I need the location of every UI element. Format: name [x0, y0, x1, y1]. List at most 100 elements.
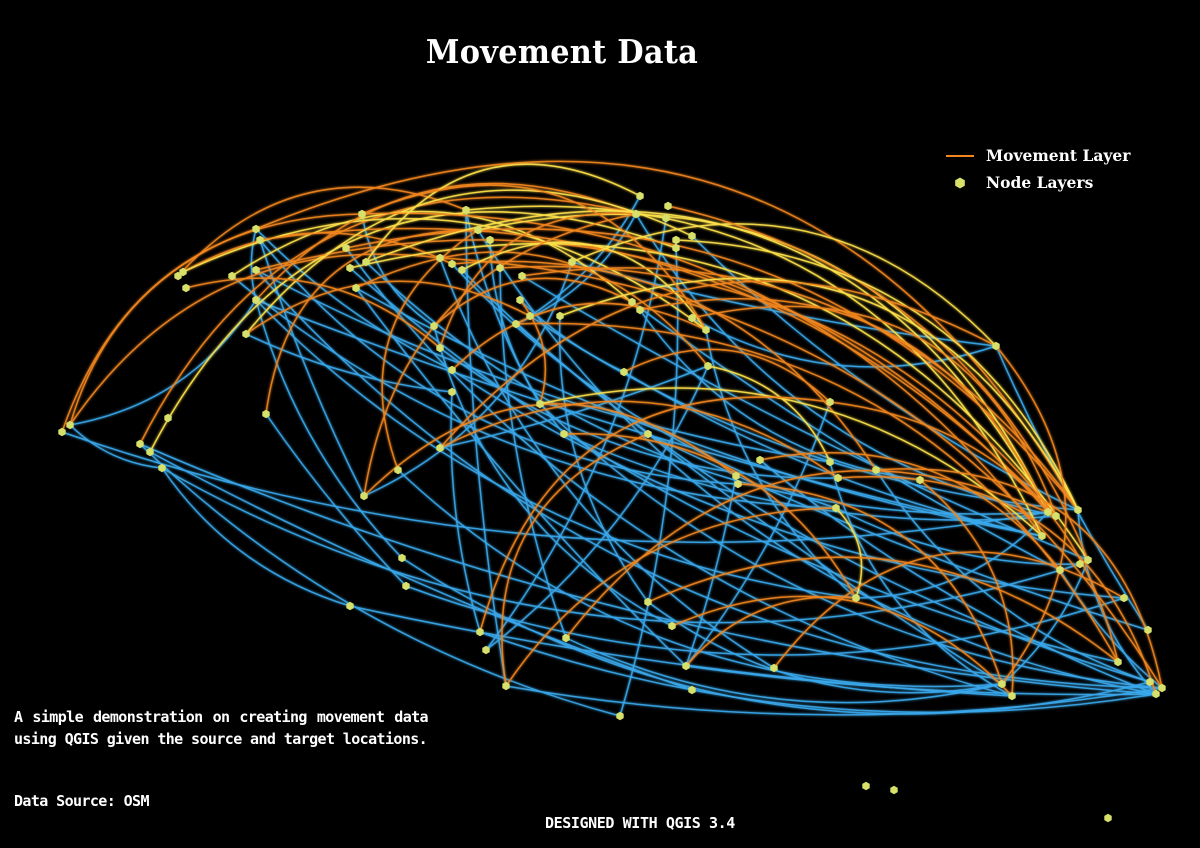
- node-point: [1084, 555, 1092, 565]
- flow-line-orange: [837, 476, 1157, 695]
- node-point: [256, 235, 264, 245]
- node-point: [436, 343, 444, 353]
- node-point: [448, 259, 456, 269]
- flow-line-blue: [259, 239, 365, 497]
- node-point: [402, 581, 410, 591]
- node-point: [998, 679, 1006, 689]
- node-point: [182, 283, 190, 293]
- flow-line-orange: [667, 205, 1089, 561]
- flow-line-blue: [255, 228, 453, 371]
- node-point: [556, 311, 564, 321]
- flow-line-orange: [519, 299, 547, 405]
- node-point: [66, 420, 74, 430]
- node-point: [1056, 565, 1064, 575]
- node-point: [262, 409, 270, 419]
- flow-line-orange: [559, 277, 1079, 511]
- flow-line-blue: [355, 287, 1043, 537]
- node-point: [352, 283, 360, 293]
- flow-line-blue: [499, 267, 567, 639]
- flow-line-orange: [563, 432, 857, 599]
- node-point: [476, 627, 484, 637]
- node-point: [1120, 593, 1128, 603]
- flow-line-orange: [255, 160, 1079, 511]
- node-point: [486, 235, 494, 245]
- flow-line-blue: [519, 299, 625, 373]
- flow-line-blue: [397, 469, 1003, 688]
- flow-line-blue: [647, 601, 1003, 694]
- node-point: [664, 201, 672, 211]
- node-point: [832, 503, 840, 513]
- flow-line-orange: [149, 211, 677, 453]
- node-point: [644, 597, 652, 607]
- node-hexagon-icon: [946, 176, 974, 190]
- flow-line-orange: [479, 396, 831, 633]
- flow-line-blue: [759, 459, 1157, 695]
- flow-line-orange: [255, 182, 637, 301]
- node-point: [1152, 689, 1160, 699]
- node-point: [734, 479, 742, 489]
- legend-label-movement: Movement Layer: [986, 146, 1131, 165]
- node-point: [1052, 511, 1060, 521]
- node-point: [672, 243, 680, 253]
- node-point: [458, 265, 466, 275]
- node-point: [992, 341, 1000, 351]
- node-point: [512, 319, 520, 329]
- flow-line-blue: [149, 451, 693, 691]
- flow-line-blue: [1077, 509, 1157, 695]
- flow-line-blue: [705, 329, 857, 599]
- flow-line-orange: [539, 387, 1043, 537]
- flow-line-blue: [539, 403, 1163, 689]
- node-point: [436, 253, 444, 263]
- node-point: [1158, 683, 1166, 693]
- node-point: [890, 785, 898, 795]
- flow-line-orange: [919, 479, 1014, 697]
- flow-line-orange: [265, 229, 479, 415]
- flow-line-blue: [139, 443, 1157, 695]
- flow-line-orange: [365, 210, 1049, 513]
- flow-line-blue: [255, 269, 831, 463]
- node-point: [518, 271, 526, 281]
- flow-line-orange: [451, 260, 877, 471]
- flow-line-blue: [619, 247, 679, 717]
- node-point: [346, 601, 354, 611]
- flow-line-blue: [355, 287, 687, 667]
- flow-line-blue: [139, 443, 621, 717]
- flow-line-blue: [450, 391, 481, 633]
- flow-line-orange: [995, 345, 1067, 685]
- flow-line-blue: [349, 605, 1013, 697]
- node-point: [662, 213, 670, 223]
- legend-item-movement: Movement Layer: [946, 142, 1130, 169]
- node-point: [496, 263, 504, 273]
- flow-line-blue: [875, 469, 1151, 683]
- flow-line-orange: [355, 251, 709, 367]
- legend-item-node: Node Layers: [946, 169, 1130, 196]
- flow-line-orange: [647, 556, 1119, 663]
- node-point: [770, 663, 778, 673]
- node-point: [732, 471, 740, 481]
- node-point: [628, 297, 636, 307]
- flow-line-blue: [521, 275, 1089, 561]
- node-point: [358, 209, 366, 219]
- node-point: [826, 397, 834, 407]
- legend-label-node: Node Layers: [986, 173, 1094, 192]
- flow-line-blue: [255, 269, 1163, 689]
- node-point: [632, 209, 640, 219]
- flow-line-blue: [439, 347, 839, 479]
- flow-line-blue: [485, 217, 667, 651]
- node-point: [620, 367, 628, 377]
- node-point: [502, 681, 510, 691]
- flow-line-orange: [69, 253, 441, 426]
- node-point: [682, 661, 690, 671]
- flow-line-orange: [381, 229, 479, 471]
- flow-line-orange: [433, 277, 633, 327]
- flow-line-orange: [363, 403, 737, 497]
- flow-line-orange: [461, 241, 707, 331]
- flow-line-blue: [401, 557, 1151, 715]
- node-point: [58, 427, 66, 437]
- node-point: [826, 457, 834, 467]
- node-point: [560, 429, 568, 439]
- flow-line-orange: [671, 595, 1013, 697]
- node-point: [1076, 559, 1084, 569]
- node-point: [242, 329, 250, 339]
